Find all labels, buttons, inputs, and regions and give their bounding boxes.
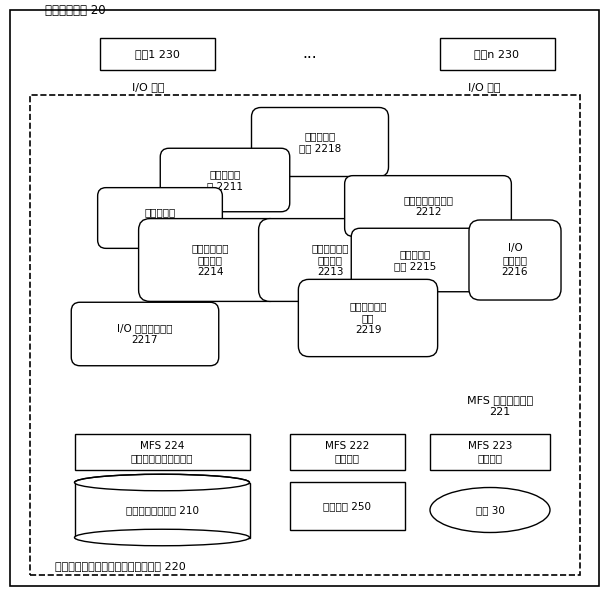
Text: I/O
监控模块
2216: I/O 监控模块 2216 bbox=[502, 244, 528, 276]
FancyBboxPatch shape bbox=[345, 176, 512, 236]
Text: MFS 222
内存驱动: MFS 222 内存驱动 bbox=[325, 441, 369, 463]
Text: 网络任务表
模块 2215: 网络任务表 模块 2215 bbox=[394, 249, 436, 271]
FancyBboxPatch shape bbox=[74, 482, 250, 538]
Text: 缓存映射表
模块 2218: 缓存映射表 模块 2218 bbox=[299, 132, 341, 153]
Ellipse shape bbox=[430, 487, 550, 533]
FancyBboxPatch shape bbox=[97, 188, 222, 248]
Text: 网络 30: 网络 30 bbox=[476, 505, 504, 515]
Text: 应用1 230: 应用1 230 bbox=[135, 49, 180, 59]
Text: I/O 请求响应模块
2217: I/O 请求响应模块 2217 bbox=[118, 323, 173, 345]
FancyBboxPatch shape bbox=[139, 219, 281, 301]
FancyBboxPatch shape bbox=[30, 95, 580, 575]
Text: 网络任务生成模块
2212: 网络任务生成模块 2212 bbox=[403, 195, 453, 217]
Ellipse shape bbox=[74, 474, 250, 491]
FancyBboxPatch shape bbox=[298, 279, 438, 357]
FancyBboxPatch shape bbox=[469, 220, 561, 300]
FancyBboxPatch shape bbox=[351, 228, 479, 291]
FancyBboxPatch shape bbox=[440, 38, 555, 70]
Text: MFS 224
本地磁盘文件系统驱动: MFS 224 本地磁盘文件系统驱动 bbox=[131, 441, 193, 463]
FancyBboxPatch shape bbox=[290, 434, 405, 470]
Text: MFS 223
网络驱动: MFS 223 网络驱动 bbox=[468, 441, 512, 463]
FancyBboxPatch shape bbox=[430, 434, 550, 470]
Ellipse shape bbox=[74, 529, 250, 546]
Text: ...: ... bbox=[303, 47, 317, 61]
FancyBboxPatch shape bbox=[60, 102, 560, 422]
Text: 远程文件系统本地化镜像客户端系统 220: 远程文件系统本地化镜像客户端系统 220 bbox=[55, 561, 186, 571]
Text: 本地内存 250: 本地内存 250 bbox=[323, 501, 371, 511]
FancyBboxPatch shape bbox=[252, 107, 389, 176]
FancyBboxPatch shape bbox=[290, 482, 405, 530]
FancyBboxPatch shape bbox=[160, 148, 290, 211]
Text: 网络监控模
块 2219: 网络监控模 块 2219 bbox=[142, 207, 178, 229]
Text: 用户计算设备 20: 用户计算设备 20 bbox=[45, 4, 105, 16]
Text: MFS 核心管理系统
221: MFS 核心管理系统 221 bbox=[467, 395, 533, 417]
FancyBboxPatch shape bbox=[100, 38, 215, 70]
FancyBboxPatch shape bbox=[10, 10, 599, 586]
Text: 缓存查询模
块 2211: 缓存查询模 块 2211 bbox=[207, 169, 243, 191]
Text: 本地磁盘文件系统 210: 本地磁盘文件系统 210 bbox=[125, 505, 199, 515]
FancyBboxPatch shape bbox=[71, 302, 219, 366]
Text: 本地磁盘缓存
处理模块
2214: 本地磁盘缓存 处理模块 2214 bbox=[191, 244, 229, 276]
Text: 应用n 230: 应用n 230 bbox=[474, 49, 519, 59]
Text: I/O 请求: I/O 请求 bbox=[132, 82, 164, 92]
FancyBboxPatch shape bbox=[75, 434, 250, 470]
Text: 本地内存缓存
处理模块
2213: 本地内存缓存 处理模块 2213 bbox=[311, 244, 349, 276]
Text: I/O 请求: I/O 请求 bbox=[468, 82, 500, 92]
FancyBboxPatch shape bbox=[259, 219, 401, 301]
Text: 本地缓存整理
模块
2219: 本地缓存整理 模块 2219 bbox=[349, 301, 387, 335]
